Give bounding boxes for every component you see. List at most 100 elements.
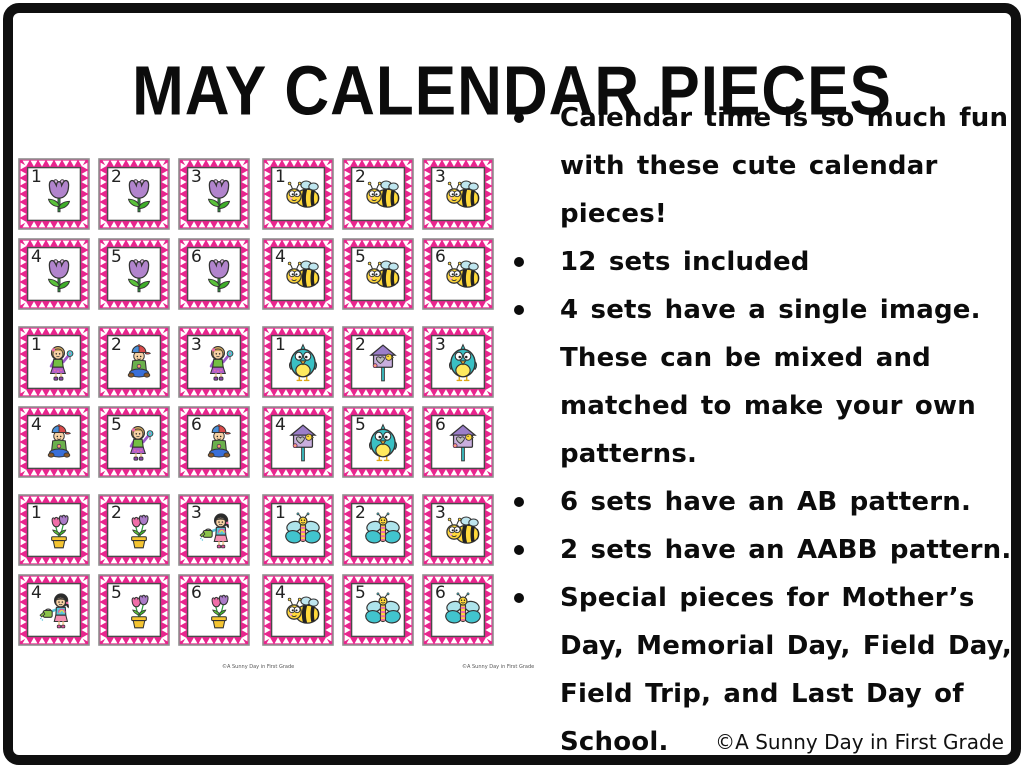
card-number: 4 [31,247,42,267]
calendar-card: 1 [18,494,90,566]
calendar-card: 3 [178,326,250,398]
card-number: 3 [435,167,446,187]
calendar-card: 4 [18,238,90,310]
bullet-dot [514,497,524,507]
tulip-icon [118,251,160,299]
bee-icon [362,251,404,299]
feature-text: Special pieces for Mother’s Day, Memoria… [560,583,1012,757]
card-number: 1 [31,167,42,187]
bee-icon [282,251,324,299]
feature-item: 6 sets have an AB pattern. [506,478,1014,526]
card-number: 5 [355,415,366,435]
feature-item: Special pieces for Mother’s Day, Memoria… [506,574,1014,766]
bullet-dot [514,257,524,267]
tulip-icon [118,171,160,219]
watering-girl-icon [198,507,240,555]
girl-flower-icon [38,339,80,387]
bird-icon [362,419,404,467]
card-set-tulips-single: 1 2 3 4 5 6 [18,158,250,310]
card-number: 4 [275,247,286,267]
tulip-icon [198,171,240,219]
card-number: 4 [275,583,286,603]
watermark-right: ©A Sunny Day in First Grade [462,664,535,670]
calendar-card: 5 [342,406,414,478]
feature-text: 2 sets have an AABB pattern. [560,535,1012,565]
card-number: 5 [111,247,122,267]
bullet-dot [514,545,524,555]
calendar-card: 6 [178,238,250,310]
tulip-icon [198,251,240,299]
feature-text: 6 sets have an AB pattern. [560,487,972,517]
bee-icon [442,507,484,555]
card-set-butterflies-aabb: 1 2 3 4 5 6 [262,494,494,646]
card-number: 1 [31,335,42,355]
card-number: 3 [191,503,202,523]
card-number: 4 [275,415,286,435]
bee-icon [442,251,484,299]
bee-icon [362,171,404,219]
bullet-dot [514,113,524,123]
girl-flower-icon [118,419,160,467]
card-number: 2 [355,335,366,355]
flowerpot-icon [118,587,160,635]
card-set-bees-single: 1 2 3 4 5 6 [262,158,494,310]
feature-text: 4 sets have a single image. These can be… [560,295,981,469]
card-number: 1 [275,503,286,523]
card-number: 3 [191,335,202,355]
card-number: 5 [355,583,366,603]
calendar-card: 5 [98,574,170,646]
feature-item: 12 sets included [506,238,1014,286]
girl-flower-icon [198,339,240,387]
calendar-card: 6 [422,238,494,310]
calendar-card: 3 [178,494,250,566]
calendar-card: 6 [178,574,250,646]
flowerpot-icon [38,507,80,555]
calendar-card: 4 [262,406,334,478]
card-number: 6 [191,247,202,267]
calendar-card: 3 [422,158,494,230]
flowerpot-icon [198,587,240,635]
butterfly-icon [282,507,324,555]
card-number: 5 [355,247,366,267]
calendar-card: 2 [342,326,414,398]
calendar-card: 6 [178,406,250,478]
boy-sitting-icon [198,419,240,467]
feature-list: Calendar time is so much fun with these … [506,94,1014,766]
calendar-card: 2 [98,494,170,566]
calendar-card: 2 [342,158,414,230]
calendar-card: 4 [18,406,90,478]
card-number: 4 [31,583,42,603]
calendar-card: 4 [262,238,334,310]
card-number: 6 [191,583,202,603]
birdhouse-icon [442,419,484,467]
feature-text: Calendar time is so much fun with these … [560,103,1009,229]
bee-icon [282,587,324,635]
card-number: 2 [355,503,366,523]
calendar-card: 5 [342,574,414,646]
card-number: 2 [355,167,366,187]
bullet-dot [514,593,524,603]
calendar-card: 3 [178,158,250,230]
tulip-icon [38,171,80,219]
calendar-card: 5 [98,406,170,478]
calendar-card: 5 [98,238,170,310]
calendar-card: 1 [262,326,334,398]
card-number: 5 [111,415,122,435]
calendar-card: 6 [422,406,494,478]
calendar-card: 1 [262,158,334,230]
calendar-card: 5 [342,238,414,310]
birdhouse-icon [362,339,404,387]
calendar-card-grid: 1 2 3 4 5 6 1 2 3 4 5 6 1 2 3 4 5 6 1 2 3 4 5 6 1 2 3 4 5 6 1 2 3 4 5 6 [18,158,494,646]
card-number: 6 [435,415,446,435]
card-number: 6 [191,415,202,435]
watermark-left: ©A Sunny Day in First Grade [222,664,295,670]
card-number: 3 [435,335,446,355]
card-number: 2 [111,167,122,187]
feature-text: 12 sets included [560,247,810,277]
calendar-card: 1 [262,494,334,566]
calendar-card: 6 [422,574,494,646]
flowerpot-icon [118,507,160,555]
birdhouse-icon [282,419,324,467]
calendar-card: 3 [422,494,494,566]
bird-icon [442,339,484,387]
